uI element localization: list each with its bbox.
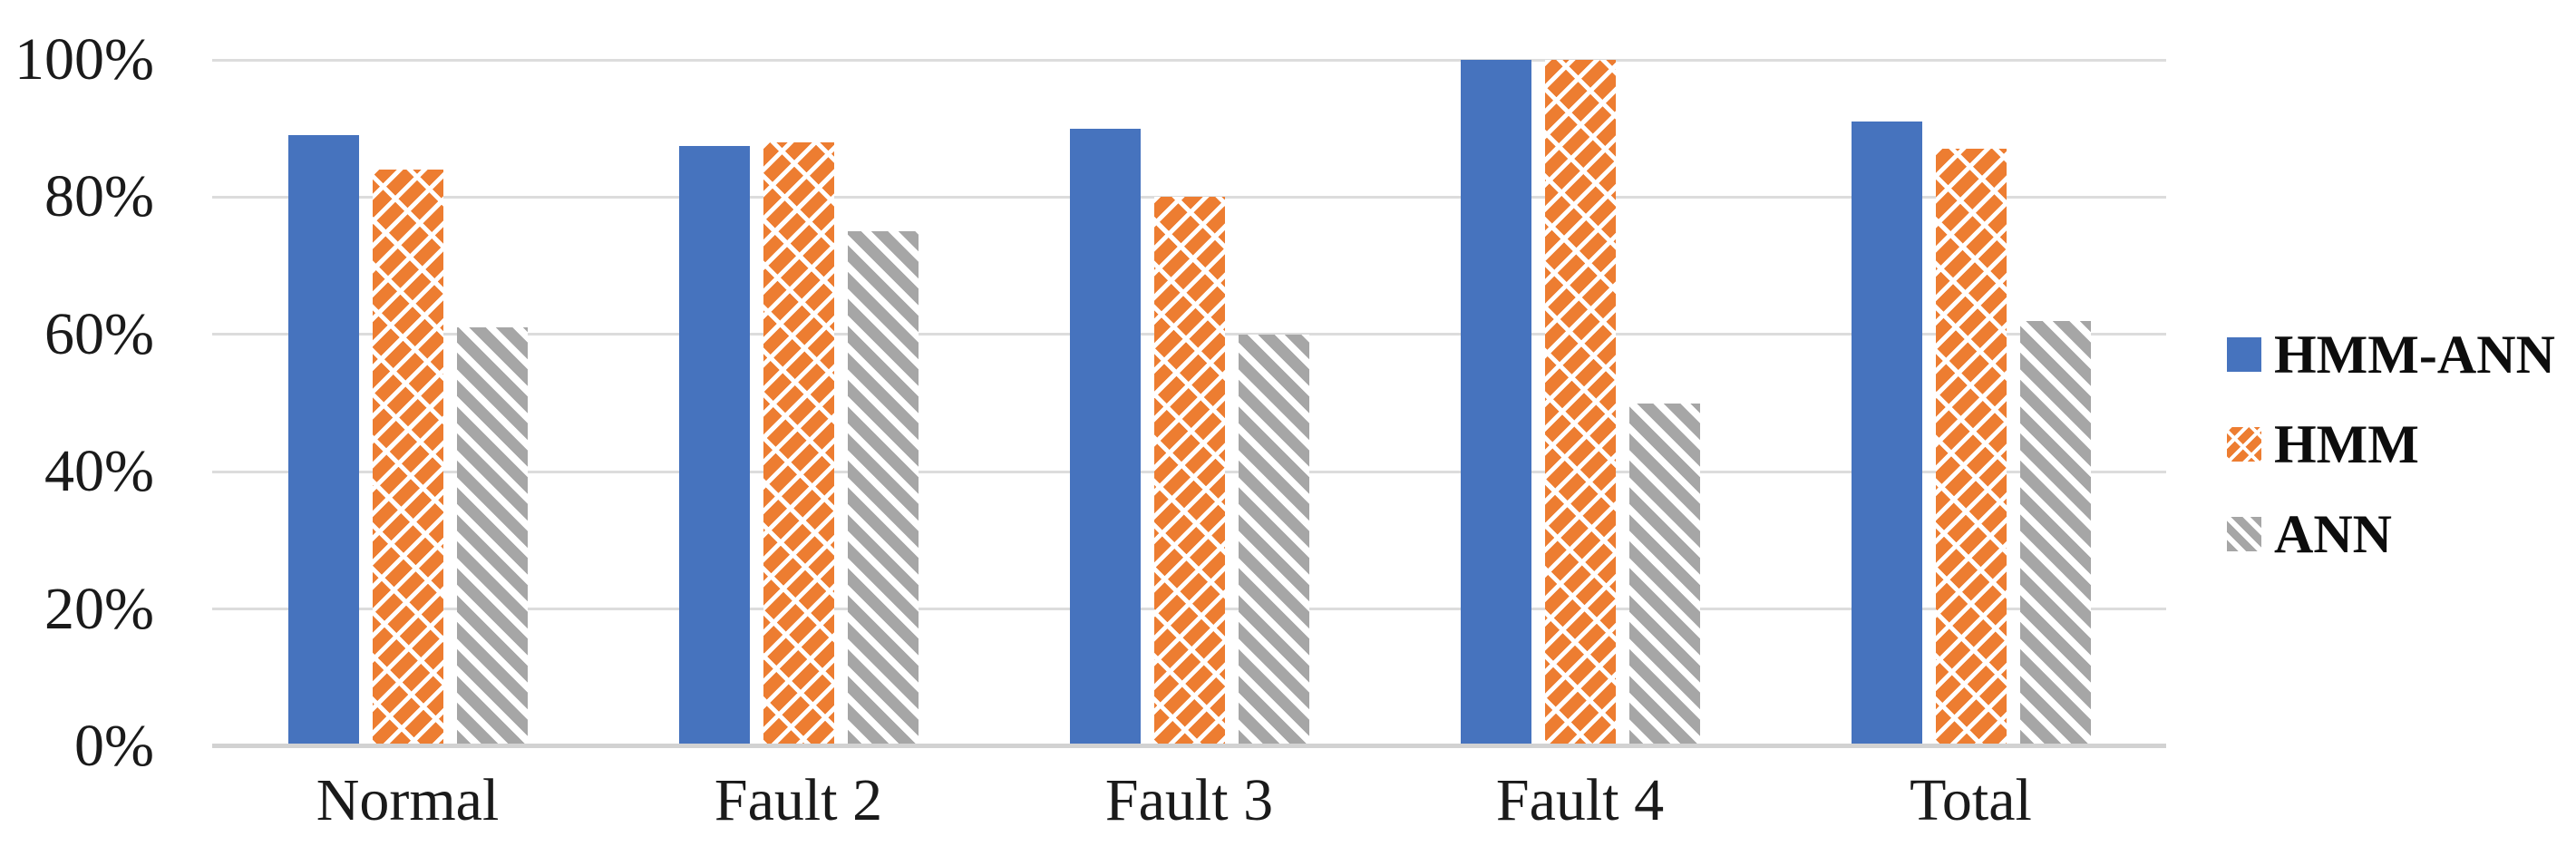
bar-group-total [1775,60,2166,746]
y-tick-label: 60% [44,300,154,367]
y-tick-label: 80% [44,163,154,230]
x-category-label: Fault 4 [1495,767,1665,833]
x-category-label: Total [1910,767,2032,833]
bar-hmm-fault-4 [1544,60,1616,746]
gridline-100% [212,58,2166,62]
plot-area [212,58,2166,748]
legend: HMM-ANN HMM ANN [2227,309,2555,579]
bar-hmm-ann-total [1851,122,1922,746]
x-axis-labels: Normal Fault 2 Fault 3 Fault 4 Total [212,769,2166,832]
legend-label: HMM-ANN [2274,324,2555,384]
legend-item-hmm: HMM [2227,399,2555,489]
bar-group-normal [212,60,603,746]
bar-hmm-ann-fault-2 [678,145,750,746]
bar-groups [212,60,2166,746]
legend-swatch-hmm [2227,426,2261,462]
legend-item-hmm-ann: HMM-ANN [2227,309,2555,399]
legend-swatch-ann [2227,516,2261,551]
bar-group-fault-4 [1385,60,1775,746]
x-category-label: Normal [316,767,500,833]
legend-item-ann: ANN [2227,489,2555,579]
bar-group-fault-2 [603,60,994,746]
bar-ann-fault-3 [1238,334,1309,746]
bar-hmm-ann-normal [287,135,359,746]
bar-hmm-total [1935,149,2007,746]
legend-label: HMM [2274,414,2419,474]
bar-hmm-fault-3 [1153,197,1225,746]
y-tick-label: 20% [44,575,154,642]
y-tick-label: 40% [44,438,154,505]
bar-hmm-ann-fault-3 [1069,128,1141,746]
bar-hmm-normal [372,170,443,746]
bar-ann-total [2019,320,2091,746]
x-category-label: Fault 2 [714,767,883,833]
bar-ann-fault-2 [847,231,919,746]
y-axis: 0% 20% 40% 60% 80% 100% [0,30,154,776]
bar-hmm-fault-2 [763,141,834,746]
x-axis-line [212,744,2166,748]
bar-ann-fault-4 [1628,403,1700,746]
x-category-label: Fault 3 [1104,767,1274,833]
bar-ann-normal [456,327,528,746]
y-tick-label: 100% [15,26,154,92]
legend-label: ANN [2274,503,2392,564]
legend-swatch-hmm-ann [2227,336,2261,372]
bar-group-fault-3 [994,60,1385,746]
bar-hmm-ann-fault-4 [1460,60,1531,746]
y-tick-label: 0% [74,713,154,779]
